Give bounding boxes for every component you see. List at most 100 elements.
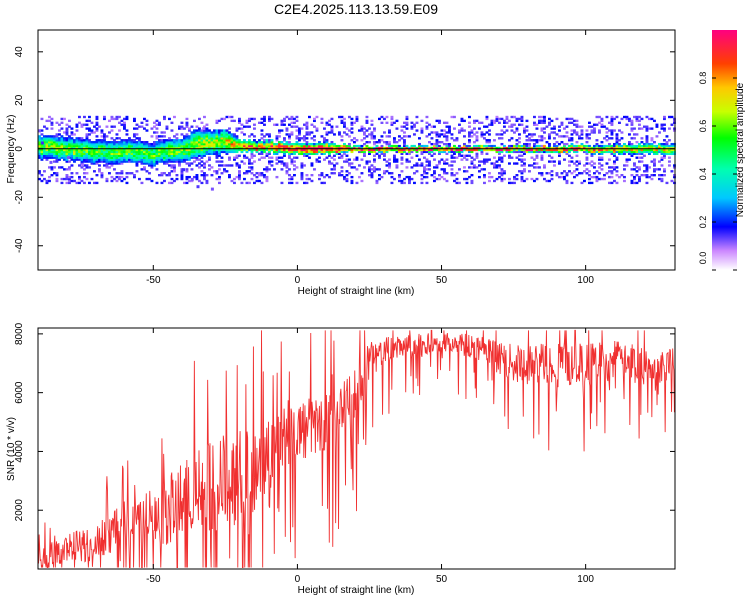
spectrogram-cell [195, 156, 199, 159]
spectrogram-cell [453, 144, 456, 148]
spectrogram-cell [353, 144, 356, 148]
spectrogram-cell [208, 141, 211, 144]
spectrogram-cell [395, 158, 399, 161]
spectrogram-cell [168, 142, 171, 146]
spectrogram-cell [260, 117, 264, 121]
spectrogram-cell [540, 135, 544, 138]
spectrogram-cell [253, 154, 256, 157]
spectrogram-cell [178, 154, 181, 157]
spectrogram-cell [320, 142, 324, 146]
spectrogram-cell [43, 142, 46, 146]
spectrogram-cell [468, 148, 471, 152]
spectrogram-cell [615, 141, 619, 144]
spectrogram-cell [525, 150, 529, 154]
spectrogram-cell [45, 152, 49, 156]
spectrogram-cell [253, 117, 256, 121]
spectrogram-cell [170, 142, 174, 146]
spectrogram-cell [453, 127, 456, 130]
spectrogram-cell [475, 139, 479, 142]
spectrogram-cell [415, 129, 419, 132]
spectrogram-cell [103, 158, 106, 161]
spectrogram-cell [223, 133, 226, 136]
spectrogram-cell [55, 172, 59, 175]
spectrogram-cell [198, 135, 201, 138]
spectrogram-cell [108, 150, 111, 154]
spectrogram-cell [280, 150, 284, 154]
spectrogram-cell [248, 162, 251, 165]
spectrogram-cell [103, 135, 106, 138]
spectrogram-cell [143, 142, 146, 146]
spectrogram-cell [120, 162, 124, 165]
spectrogram-cell [498, 156, 501, 159]
spectrogram-cell [248, 139, 251, 142]
spectrogram-cell [590, 148, 594, 152]
spectrogram-cell [418, 137, 421, 140]
spectrogram-cell [340, 170, 344, 173]
spectrogram-cell [648, 127, 651, 130]
spectrogram-cell [68, 150, 71, 154]
spectrogram-cell [433, 146, 436, 150]
spectrogram-cell [520, 177, 524, 181]
spectrogram-cell [310, 174, 314, 177]
spectrogram-cell [670, 142, 674, 146]
spectrogram-cell [80, 156, 84, 159]
spectrogram-cell [193, 142, 196, 146]
spectrogram-cell [255, 146, 259, 150]
spectrogram-cell [590, 152, 594, 156]
spectrogram-cell [293, 117, 296, 121]
spectrogram-cell [673, 127, 676, 130]
spectrogram-cell [573, 175, 576, 179]
colorbar-tick-label: 0.4 [698, 168, 708, 181]
spectrogram-cell [70, 137, 74, 140]
spectrogram-cell [525, 129, 529, 132]
spectrogram-cell [90, 146, 94, 150]
spectrogram-cell [628, 144, 631, 148]
spectrogram-cell [328, 154, 331, 157]
spectrogram-cell [103, 141, 106, 144]
spectrogram-cell [615, 156, 619, 159]
spectrogram-cell [393, 139, 396, 142]
spectrogram-cell [160, 146, 164, 150]
spectrogram-cell [85, 139, 89, 142]
spectrogram-cell [128, 144, 131, 148]
spectrogram-cell [530, 139, 534, 142]
spectrogram-cell [283, 142, 286, 146]
spectrogram-cell [500, 148, 504, 152]
spectrogram-cell [505, 115, 509, 119]
spectrogram-cell [200, 160, 204, 163]
spectrogram-cell [533, 158, 536, 161]
spectrogram-cell [55, 177, 59, 181]
spectrogram-cell [118, 152, 121, 156]
spectrogram-cell [170, 156, 174, 159]
spectrogram-cell [200, 137, 204, 140]
spectrogram-cell [295, 115, 299, 119]
spectrogram-cell [168, 160, 171, 163]
spectrogram-cell [125, 142, 129, 146]
spectrogram-cell [95, 150, 99, 154]
spectrogram-cell [100, 131, 104, 134]
spectrogram-cell [228, 137, 231, 140]
spectrogram-cell [85, 148, 89, 152]
spectrogram-cell [53, 146, 56, 150]
spectrogram-cell [338, 172, 341, 175]
spectrogram-cell [38, 170, 41, 173]
spectrogram-cell [480, 160, 484, 163]
spectrogram-cell [305, 152, 309, 156]
spectrogram-cell [95, 117, 99, 121]
spectrogram-cell [455, 137, 459, 140]
spectrogram-cell [50, 150, 54, 154]
spectrogram-cell [445, 142, 449, 146]
spectrogram-cell [275, 156, 279, 159]
spectrogram-cell [568, 164, 571, 167]
spectrogram-cell [328, 175, 331, 179]
spectrogram-cell [630, 119, 634, 123]
spectrogram-cell [390, 146, 394, 150]
spectrogram-cell [183, 139, 186, 142]
spectrogram-cell [280, 181, 284, 185]
spectrogram-cell [535, 127, 539, 130]
spectrogram-cell [53, 144, 56, 148]
spectrogram-cell [480, 131, 484, 134]
spectrogram-cell [613, 150, 616, 154]
spectrogram-cell [198, 131, 201, 134]
spectrogram-cell [340, 146, 344, 150]
